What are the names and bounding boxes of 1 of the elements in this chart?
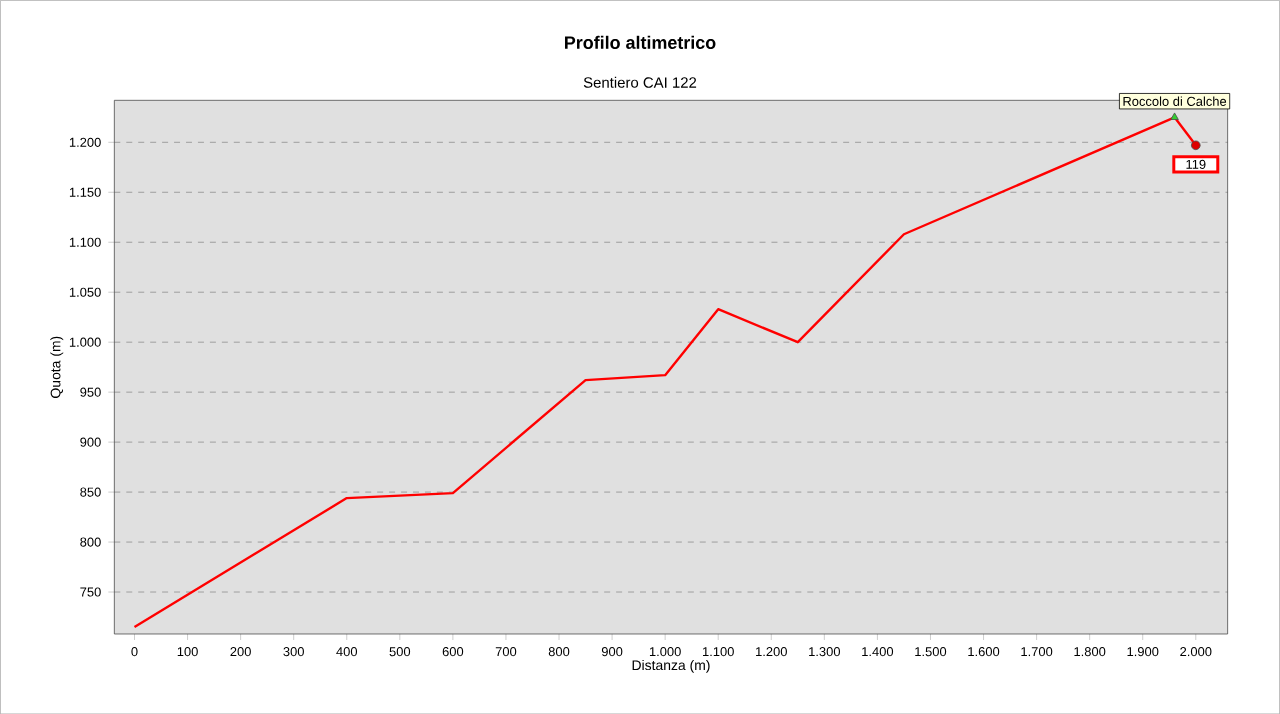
chart-title: Profilo altimetrico <box>565 35 716 49</box>
